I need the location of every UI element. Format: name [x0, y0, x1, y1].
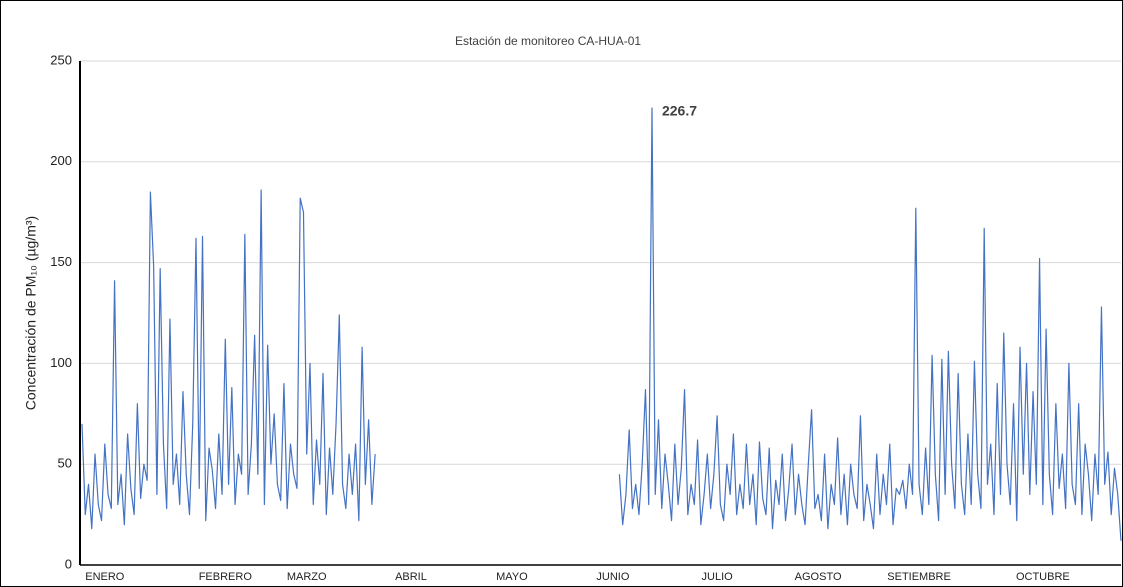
x-tick-label: OCTUBRE	[1016, 571, 1070, 583]
y-tick-label: 250	[50, 52, 72, 67]
y-tick-label: 100	[50, 355, 72, 370]
x-tick-label: MARZO	[287, 571, 327, 583]
peak-label: 226.7	[662, 103, 697, 119]
y-axis-label: Concentración de PM₁₀ (µg/m³)	[23, 216, 39, 410]
x-tick-label: JUNIO	[596, 571, 629, 583]
y-tick-label: 150	[50, 254, 72, 269]
x-tick-label: SETIEMBRE	[887, 571, 951, 583]
data-line	[81, 107, 1122, 541]
x-tick-label: ABRIL	[395, 571, 427, 583]
y-tick-label: 0	[65, 556, 72, 571]
x-tick-label: FEBRERO	[199, 571, 253, 583]
x-tick-label: ENERO	[85, 571, 125, 583]
x-tick-label: MAYO	[496, 571, 528, 583]
y-tick-label: 50	[58, 456, 72, 471]
x-tick-label: AGOSTO	[795, 571, 842, 583]
x-tick-label: JULIO	[702, 571, 734, 583]
y-tick-label: 200	[50, 153, 72, 168]
chart-title: Estación de monitoreo CA-HUA-01	[455, 34, 641, 48]
